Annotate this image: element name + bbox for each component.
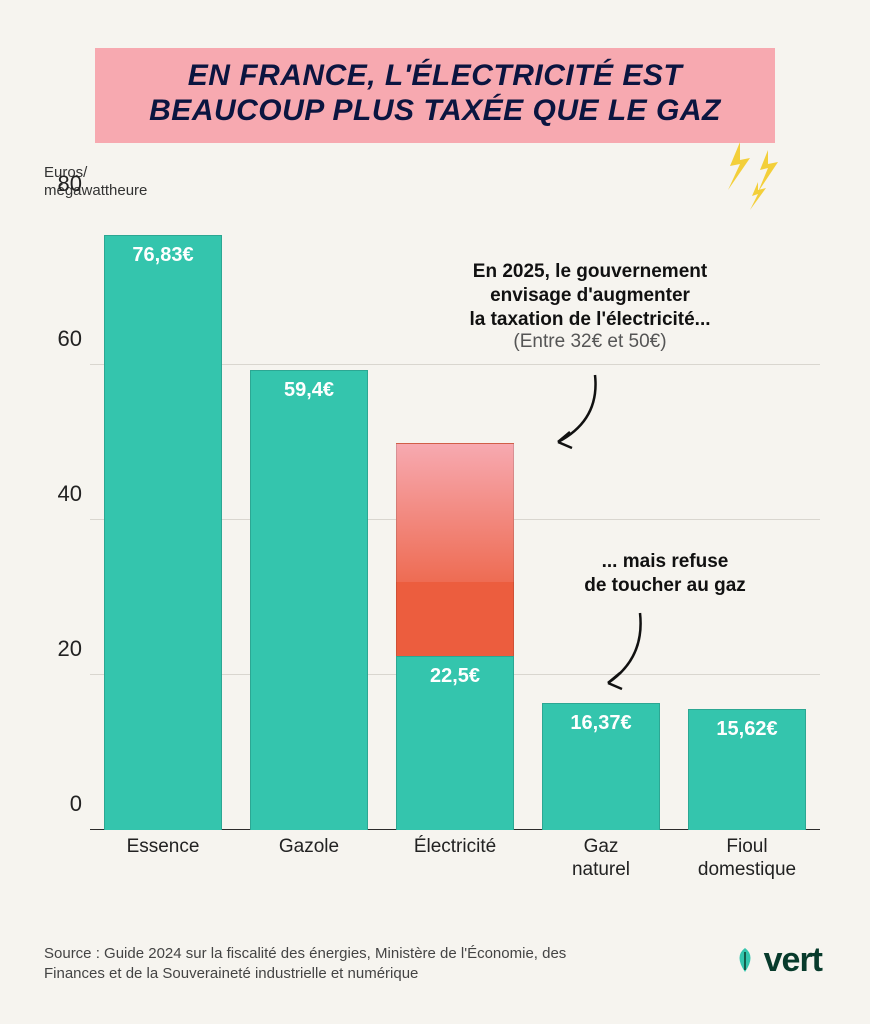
xlabel: Fioul domestique — [674, 836, 820, 882]
bar-value-label: 22,5€ — [397, 665, 513, 688]
source-text: Source : Guide 2024 sur la fiscalité des… — [44, 944, 604, 985]
xlabel: Gazole — [236, 836, 382, 882]
ytick: 0 — [46, 791, 82, 817]
annotation-electricity: En 2025, le gouvernement envisage d'augm… — [420, 260, 760, 353]
bar-essence: 76,83€ — [104, 235, 222, 830]
bar-gazole: 59,4€ — [250, 370, 368, 830]
xlabel: Électricité — [382, 836, 528, 882]
bar-value-label: 76,83€ — [105, 244, 221, 267]
annotation-bold: ... mais refuse de toucher au gaz — [550, 550, 780, 598]
plot-area: 0 20 40 60 80 76,83€ 59,4€ — [90, 210, 820, 830]
title-block: EN FRANCE, L'ÉLECTRICITÉ EST BEAUCOUP PL… — [95, 48, 775, 143]
ytick: 40 — [46, 481, 82, 507]
bar-value-label: 59,4€ — [251, 379, 367, 402]
arrow-icon — [590, 608, 660, 698]
annotation-light: (Entre 32€ et 50€) — [420, 331, 760, 353]
ytick: 20 — [46, 636, 82, 662]
projection-solid — [396, 582, 514, 656]
bar-fioul: 15,62€ — [688, 709, 806, 830]
leaf-icon — [732, 946, 758, 976]
arrow-icon — [540, 370, 610, 460]
annotation-bold: En 2025, le gouvernement envisage d'augm… — [420, 260, 760, 331]
chart-title: EN FRANCE, L'ÉLECTRICITÉ EST BEAUCOUP PL… — [123, 58, 747, 129]
logo: vert — [732, 941, 822, 980]
annotation-gas: ... mais refuse de toucher au gaz — [550, 550, 780, 598]
chart: 0 20 40 60 80 76,83€ 59,4€ — [90, 210, 820, 860]
x-axis-labels: Essence Gazole Électricité Gaz naturel F… — [90, 836, 820, 882]
bar-value-label: 16,37€ — [543, 712, 659, 735]
logo-text: vert — [764, 941, 822, 980]
bar-slot: 76,83€ — [90, 210, 236, 830]
bar-electricite: 22,5€ — [396, 656, 514, 830]
ytick: 60 — [46, 326, 82, 352]
bar-gaz-naturel: 16,37€ — [542, 703, 660, 830]
lightning-icon — [720, 140, 790, 210]
xlabel: Gaz naturel — [528, 836, 674, 882]
projection-gradient — [396, 443, 514, 583]
title-highlight: EN FRANCE, L'ÉLECTRICITÉ EST BEAUCOUP PL… — [95, 48, 775, 143]
bar-value-label: 15,62€ — [689, 718, 805, 741]
ytick: 80 — [46, 171, 82, 197]
xlabel: Essence — [90, 836, 236, 882]
bar-slot: 59,4€ — [236, 210, 382, 830]
